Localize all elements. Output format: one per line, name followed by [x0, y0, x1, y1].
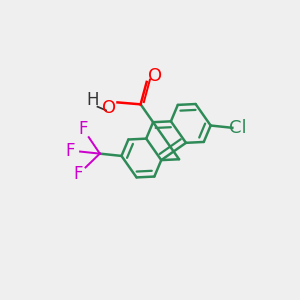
- Text: F: F: [74, 165, 83, 183]
- Text: F: F: [79, 120, 88, 138]
- Text: Cl: Cl: [230, 119, 247, 137]
- Text: O: O: [148, 67, 162, 85]
- Text: F: F: [65, 142, 75, 160]
- Text: H: H: [87, 91, 99, 109]
- Text: O: O: [102, 99, 116, 117]
